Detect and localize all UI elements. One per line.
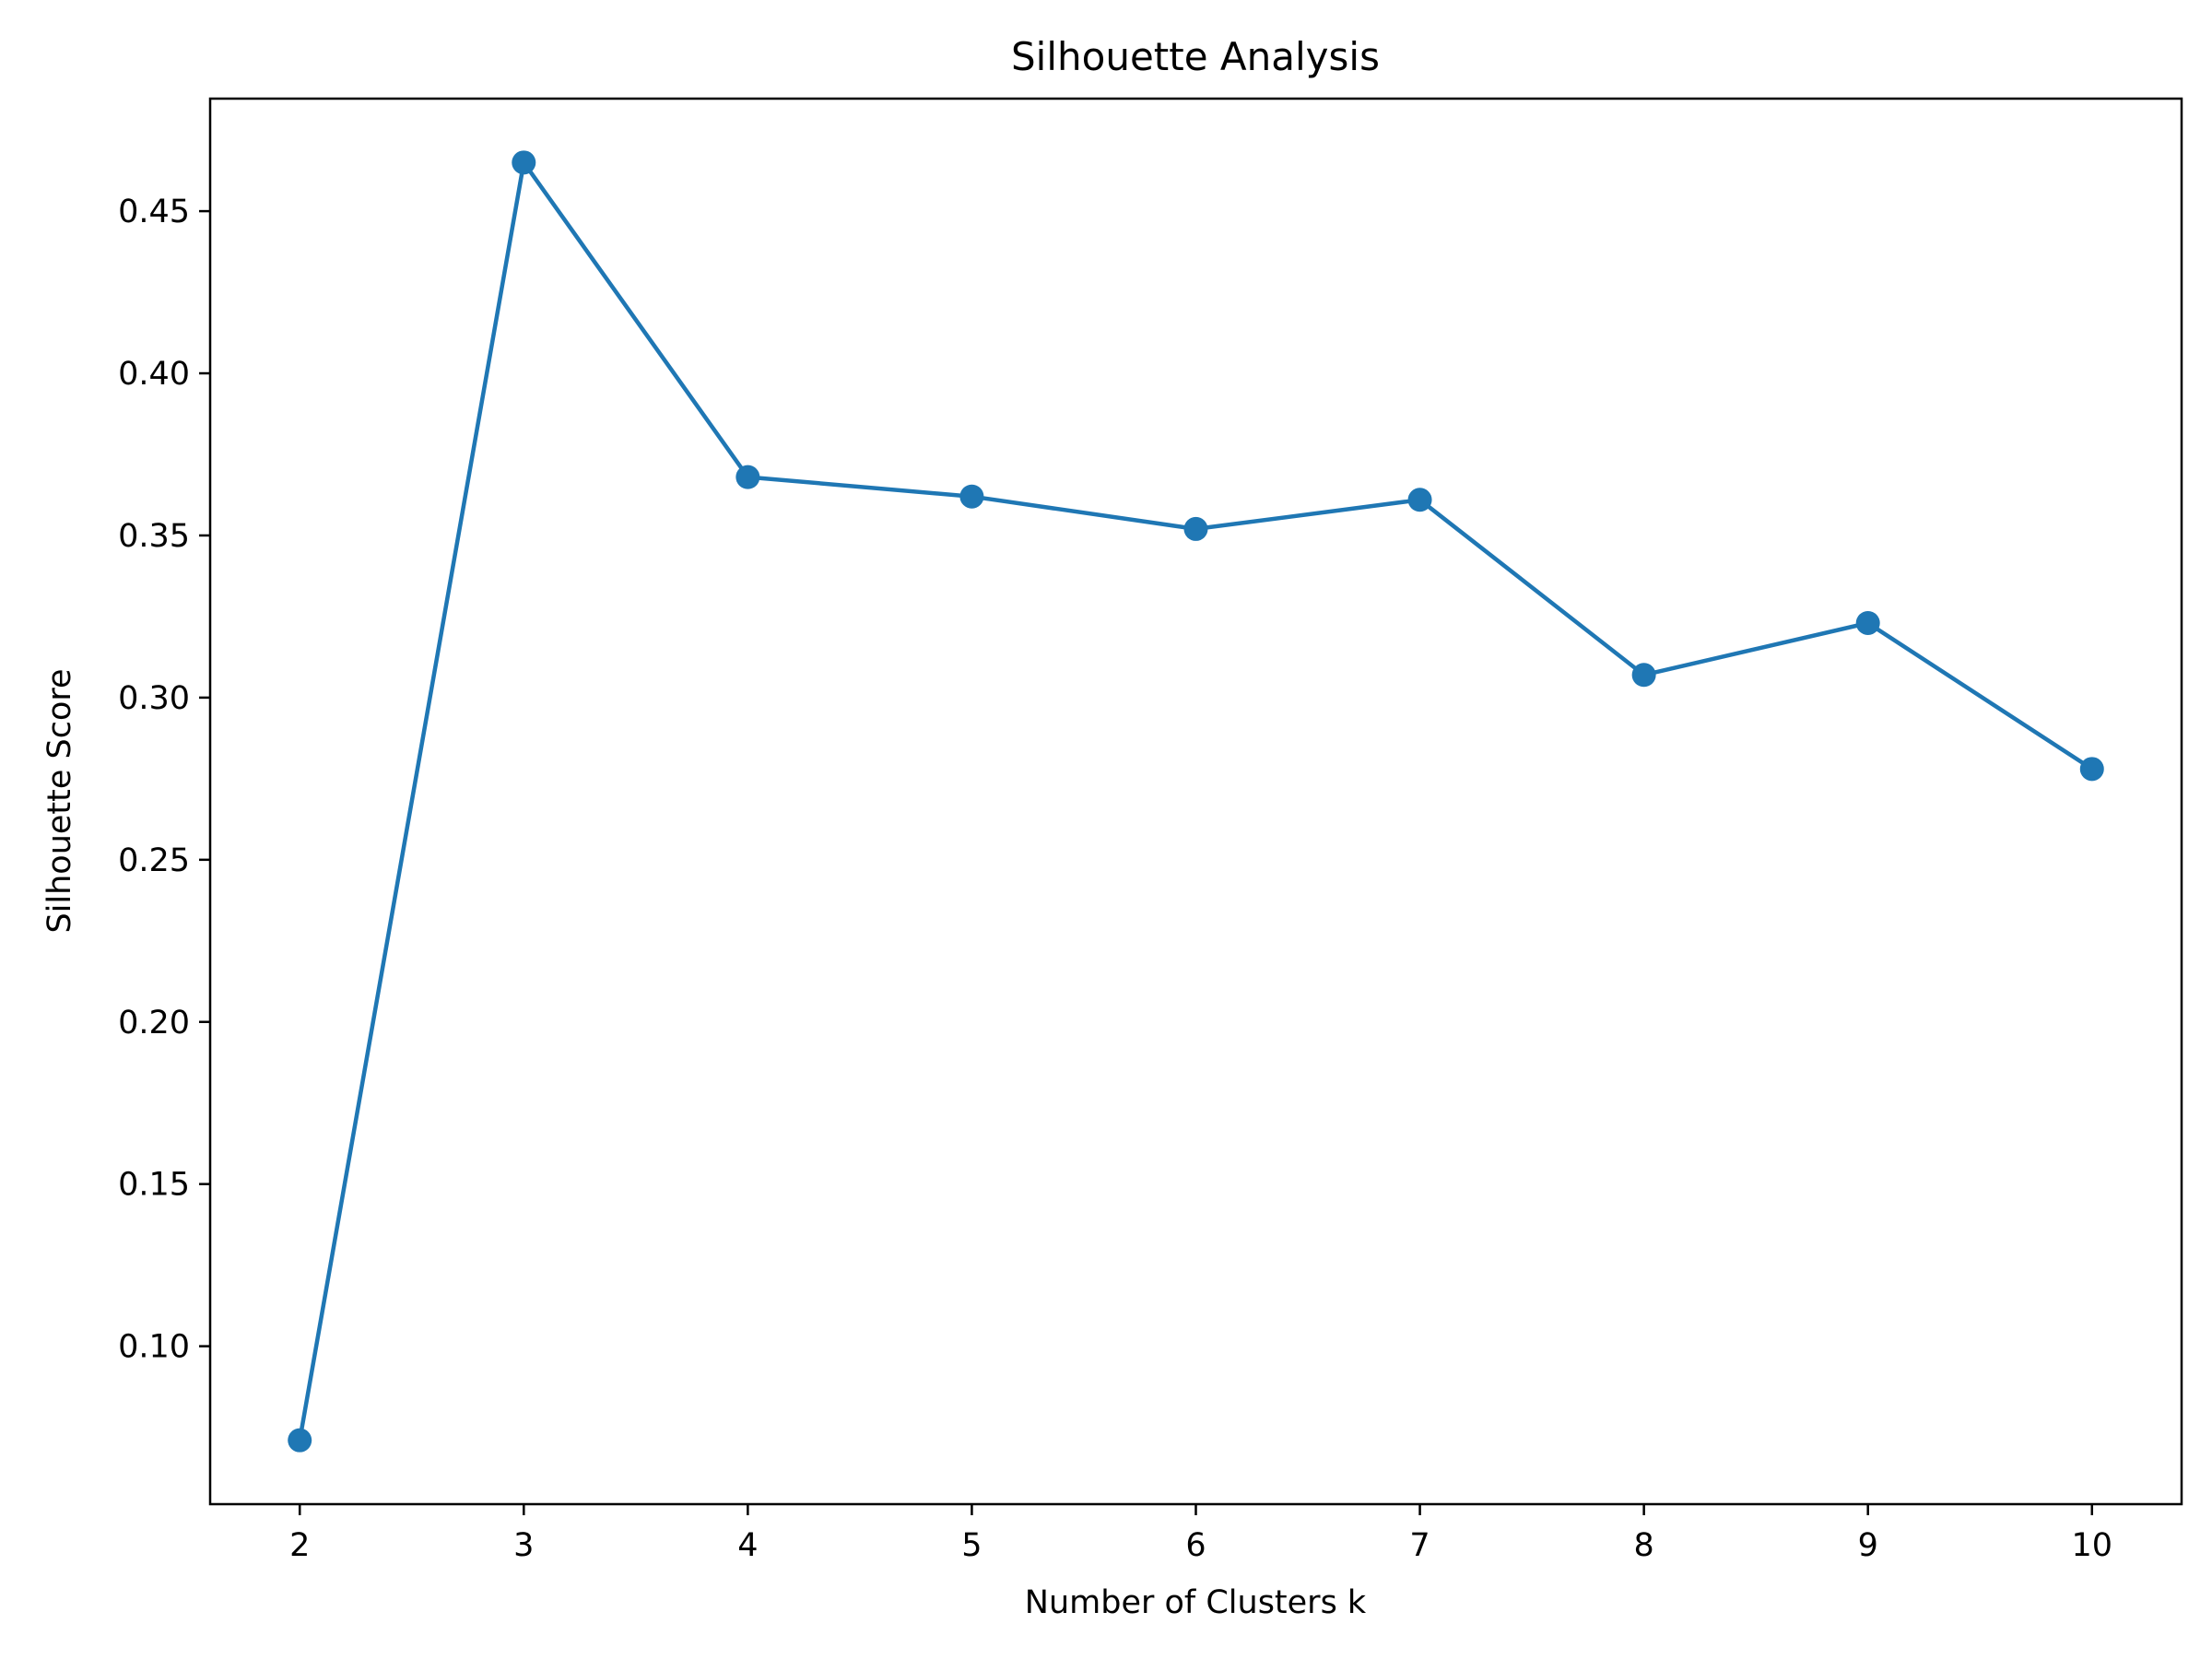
y-tick-label: 0.40 xyxy=(118,356,190,393)
y-tick-label: 0.20 xyxy=(118,1005,190,1041)
y-axis-ticks: 0.10 0.15 0.20 0.25 0.30 0.35 0.40 0.45 xyxy=(118,194,210,1366)
data-point xyxy=(1631,663,1656,688)
x-axis-ticks: 2 3 4 5 6 7 8 9 10 xyxy=(289,1504,2112,1564)
y-tick-label: 0.25 xyxy=(118,842,190,879)
y-axis-label: Silhouette Score xyxy=(41,668,78,933)
y-tick-label: 0.45 xyxy=(118,194,190,230)
data-point xyxy=(288,1428,312,1453)
chart-title: Silhouette Analysis xyxy=(1011,34,1380,79)
y-tick-label: 0.10 xyxy=(118,1329,190,1366)
data-point xyxy=(1855,610,1880,635)
y-tick-label: 0.30 xyxy=(118,680,190,717)
x-tick-label: 5 xyxy=(961,1527,982,1564)
x-tick-label: 3 xyxy=(513,1527,534,1564)
data-point xyxy=(1407,488,1432,512)
data-point xyxy=(735,465,760,489)
data-point xyxy=(2079,757,2104,782)
series-layer xyxy=(288,150,2104,1453)
x-tick-label: 6 xyxy=(1185,1527,1206,1564)
x-tick-label: 8 xyxy=(1633,1527,1653,1564)
y-tick-label: 0.35 xyxy=(118,518,190,555)
x-tick-label: 2 xyxy=(289,1527,310,1564)
x-tick-label: 10 xyxy=(2071,1527,2112,1564)
x-tick-label: 7 xyxy=(1409,1527,1430,1564)
x-axis-label: Number of Clusters k xyxy=(1025,1584,1367,1621)
x-tick-label: 4 xyxy=(737,1527,758,1564)
data-point xyxy=(1183,516,1208,541)
y-tick-label: 0.15 xyxy=(118,1167,190,1204)
x-tick-label: 9 xyxy=(1858,1527,1878,1564)
data-point xyxy=(959,484,984,509)
data-point xyxy=(512,150,536,175)
plot-frame xyxy=(208,97,2183,1506)
